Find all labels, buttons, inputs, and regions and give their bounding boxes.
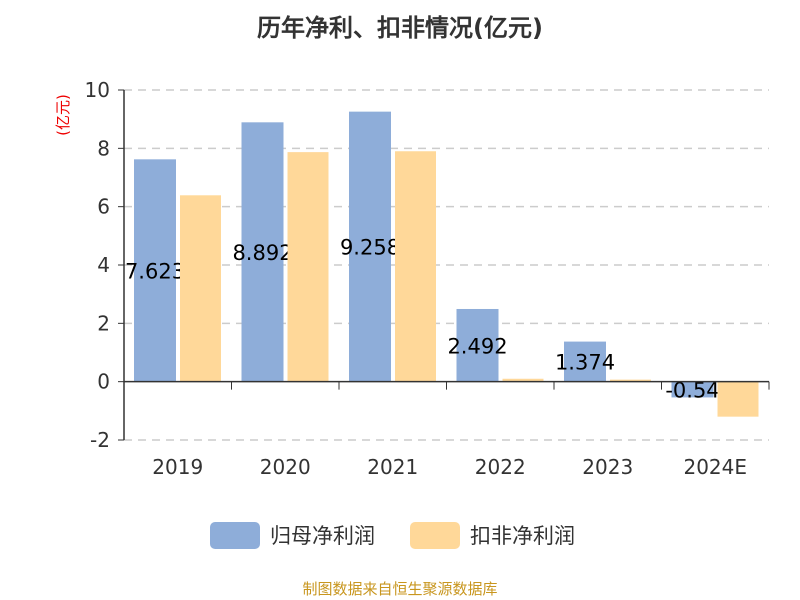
legend-swatch-guimu (210, 522, 260, 549)
bar-koufei (180, 195, 221, 382)
bar-guimu (241, 122, 284, 382)
y-tick-label: 6 (97, 195, 110, 219)
bar-koufei (395, 151, 436, 382)
x-tick-label: 2020 (260, 455, 311, 479)
y-tick-label: -2 (90, 428, 110, 452)
bar-koufei (287, 152, 329, 382)
bar-koufei (717, 381, 759, 417)
bar-koufei (610, 379, 651, 382)
y-axis-label: (亿元) (54, 94, 72, 136)
x-tick-label: 2024E (683, 455, 747, 479)
bar-guimu (349, 111, 391, 382)
y-tick-label: 0 (97, 370, 110, 394)
bar-guimu (671, 381, 714, 398)
x-tick-label: 2019 (152, 455, 203, 479)
x-tick-label: 2023 (582, 455, 633, 479)
chart-title: 历年净利、扣非情况(亿元) (257, 14, 543, 42)
bar-guimu (134, 159, 176, 382)
y-tick-label: 2 (97, 311, 110, 335)
legend-swatch-koufei (410, 522, 460, 549)
x-tick-label: 2022 (475, 455, 526, 479)
bar-guimu (564, 341, 606, 382)
data-label: 1.374 (555, 351, 615, 375)
bar-guimu (456, 308, 499, 382)
x-tick-label: 2021 (367, 455, 418, 479)
data-label: 7.623 (125, 259, 185, 283)
y-tick-label: 8 (97, 136, 110, 160)
y-tick-label: 4 (97, 253, 110, 277)
source-note: 制图数据来自恒生聚源数据库 (302, 580, 498, 598)
data-label: 2.492 (447, 334, 507, 358)
data-label: 8.892 (232, 241, 292, 265)
data-label: -0.54 (665, 379, 719, 403)
data-label: 9.258 (340, 236, 400, 260)
bar-koufei (502, 378, 544, 382)
legend-label-guimu: 归母净利润 (270, 524, 375, 548)
legend-label-koufei: 扣非净利润 (470, 524, 575, 548)
y-tick-label: 10 (85, 78, 110, 102)
